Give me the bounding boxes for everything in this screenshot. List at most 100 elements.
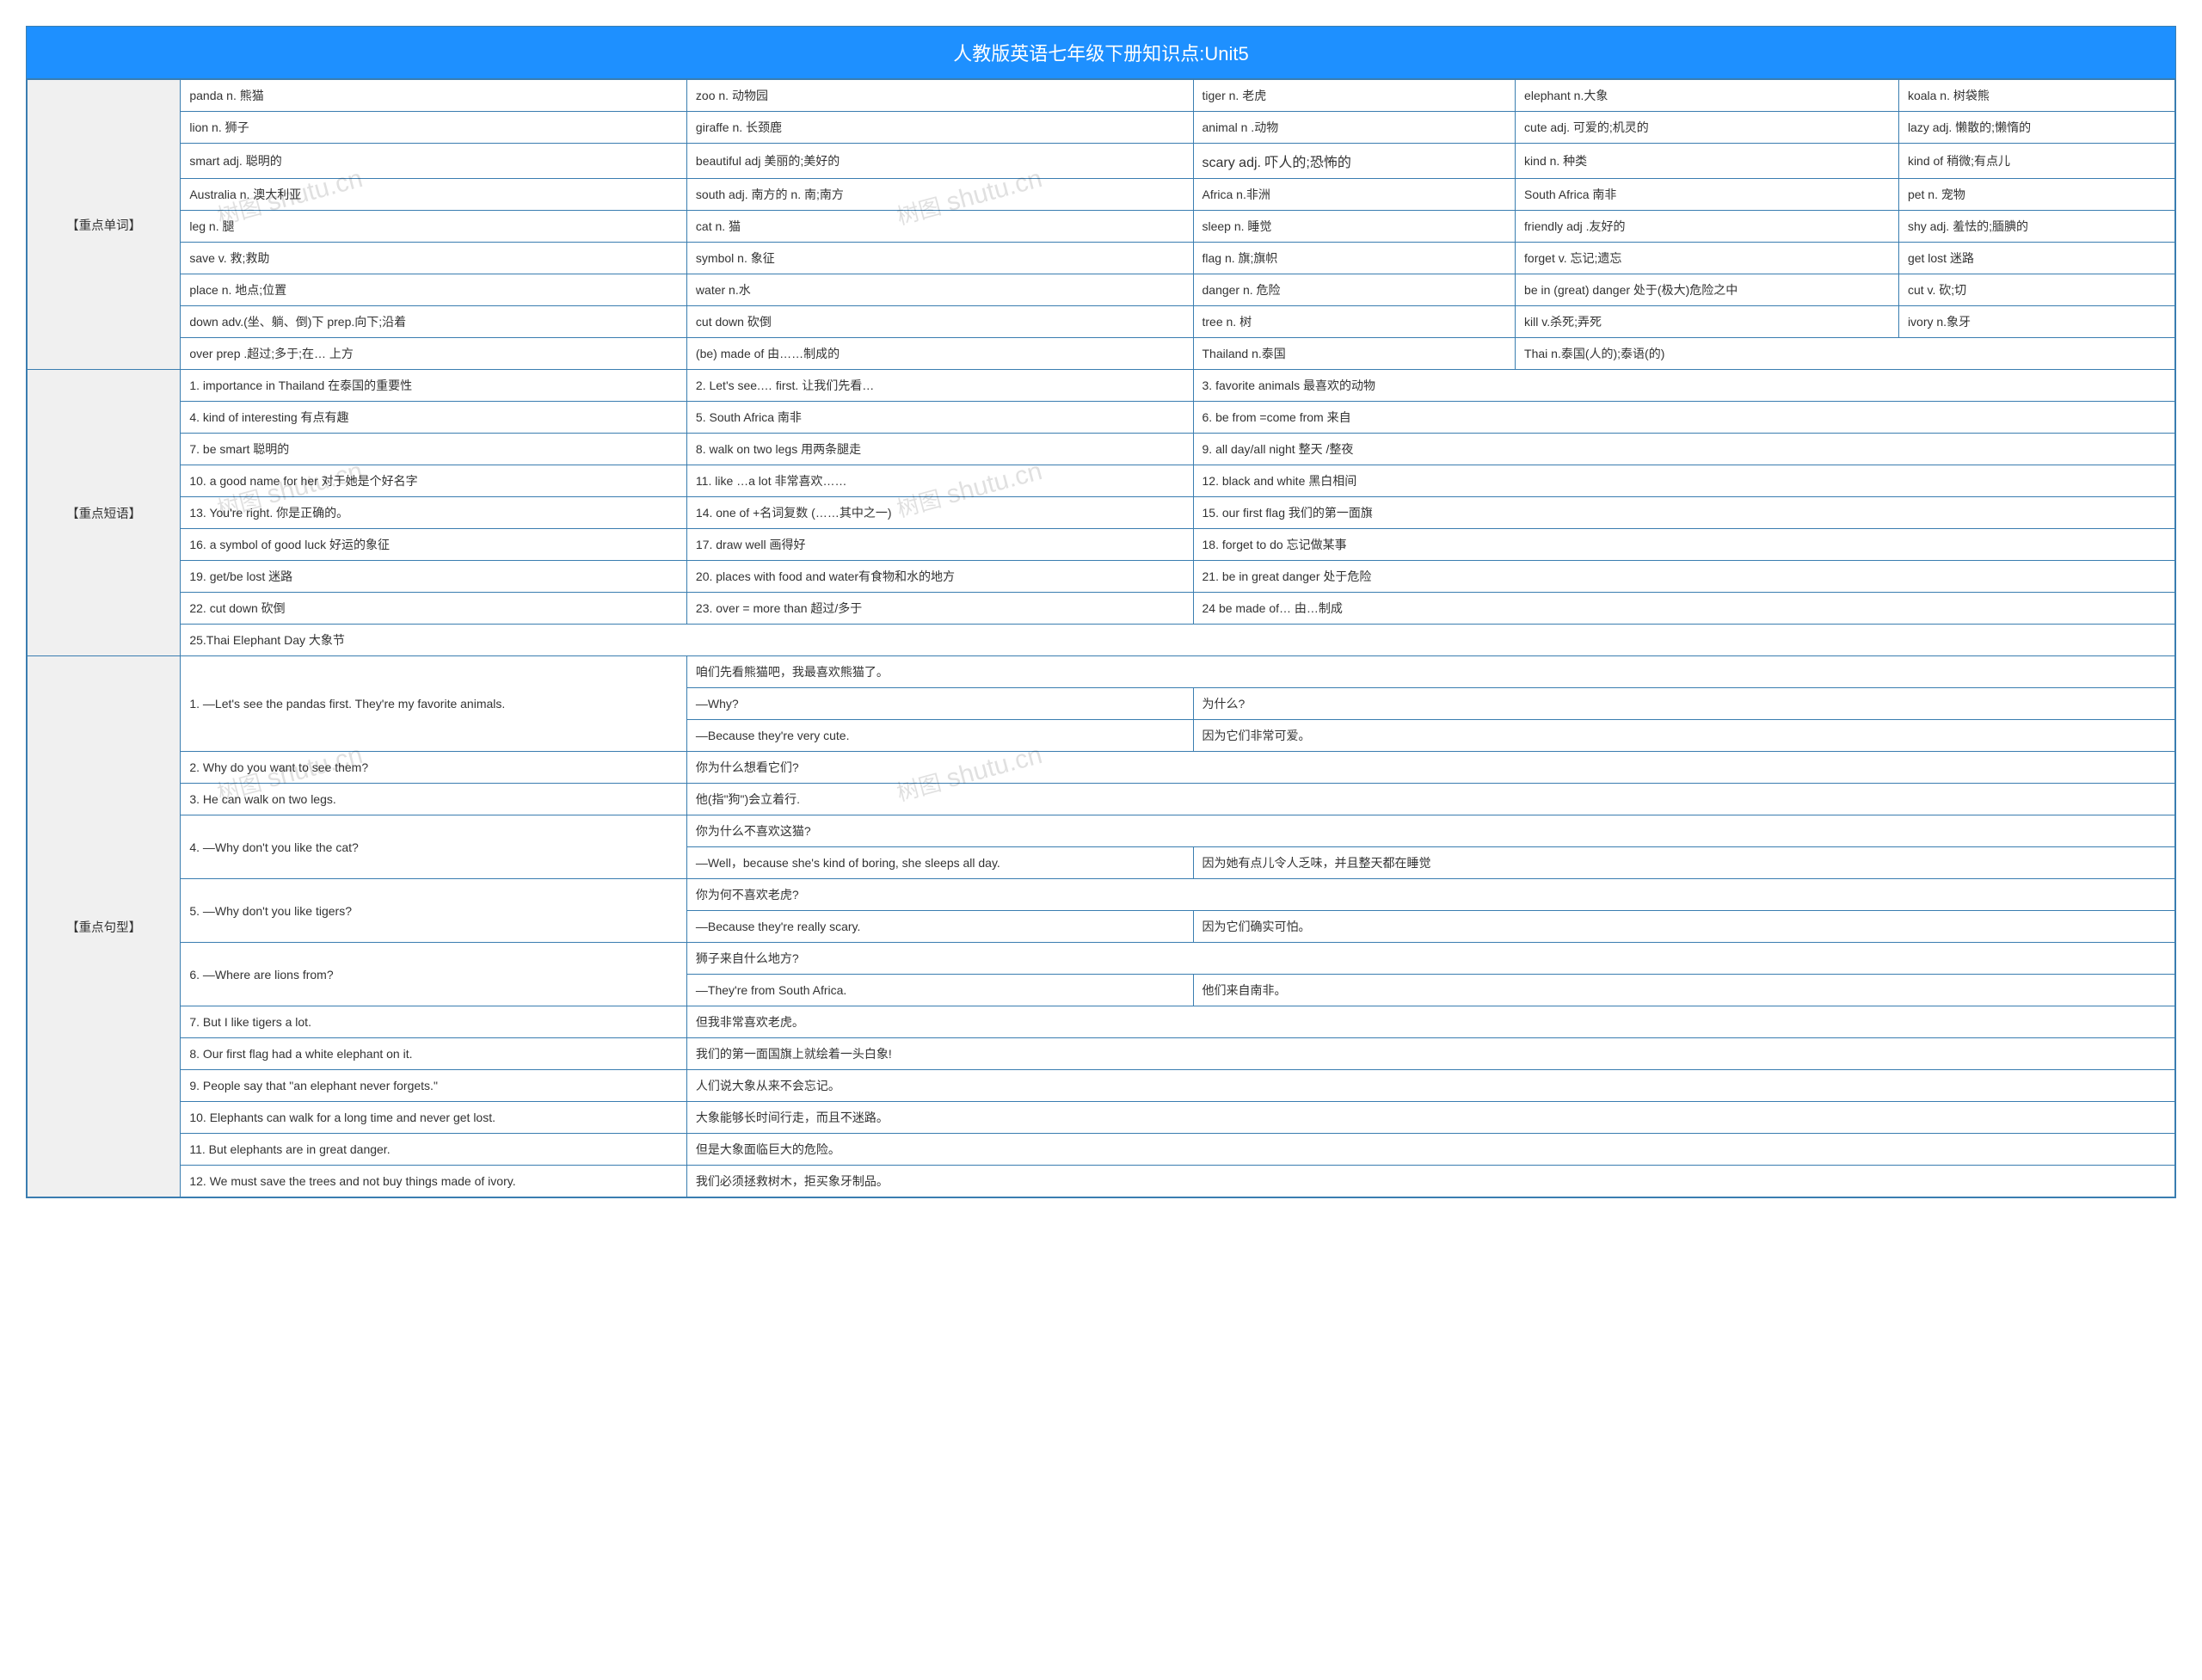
sentence-cn: 你为何不喜欢老虎? <box>686 879 2174 911</box>
table-cell: lazy adj. 懒散的;懒惰的 <box>1898 112 2174 144</box>
table-cell: 12. black and white 黑白相间 <box>1193 465 2175 497</box>
sentence-en: 6. —Where are lions from? <box>181 943 687 1006</box>
sentence-cn: 我们必须拯救树木，拒买象牙制品。 <box>686 1166 2174 1197</box>
table-cell: friendly adj .友好的 <box>1516 211 1899 243</box>
sentence-cn: 因为它们确实可怕。 <box>1193 911 2175 943</box>
table-cell: 20. places with food and water有食物和水的地方 <box>686 561 1193 593</box>
table-row: 19. get/be lost 迷路20. places with food a… <box>28 561 2175 593</box>
table-cell: cat n. 猫 <box>686 211 1193 243</box>
document-title: 人教版英语七年级下册知识点:Unit5 <box>27 27 2175 79</box>
table-row: 2. Why do you want to see them?你为什么想看它们? <box>28 752 2175 784</box>
table-row: 16. a symbol of good luck 好运的象征17. draw … <box>28 529 2175 561</box>
section-label-phrases: 【重点短语】 <box>28 370 181 656</box>
table-cell: 14. one of +名词复数 (……其中之一) <box>686 497 1193 529</box>
table-cell: 7. be smart 聪明的 <box>181 434 687 465</box>
table-cell: danger n. 危险 <box>1193 274 1516 306</box>
table-cell: tree n. 树 <box>1193 306 1516 338</box>
sentence-cn: 你为什么不喜欢这猫? <box>686 815 2174 847</box>
table-row: 9. People say that "an elephant never fo… <box>28 1070 2175 1102</box>
sentence-en: 11. But elephants are in great danger. <box>181 1134 687 1166</box>
sentence-en: 5. —Why don't you like tigers? <box>181 879 687 943</box>
table-row: lion n. 狮子giraffe n. 长颈鹿animal n .动物cute… <box>28 112 2175 144</box>
table-row: smart adj. 聪明的beautiful adj 美丽的;美好的scary… <box>28 144 2175 179</box>
table-cell: cut v. 砍;切 <box>1898 274 2174 306</box>
table-cell: save v. 救;救助 <box>181 243 687 274</box>
sentence-en: 3. He can walk on two legs. <box>181 784 687 815</box>
table-cell: kill v.杀死;弄死 <box>1516 306 1899 338</box>
sentence-sub: —They're from South Africa. <box>686 975 1193 1006</box>
section-label-sentences: 【重点句型】 <box>28 656 181 1197</box>
table-row: 11. But elephants are in great danger.但是… <box>28 1134 2175 1166</box>
table-cell: 17. draw well 画得好 <box>686 529 1193 561</box>
sentence-cn: 但我非常喜欢老虎。 <box>686 1006 2174 1038</box>
table-cell: zoo n. 动物园 <box>686 80 1193 112</box>
table-cell: 13. You're right. 你是正确的。 <box>181 497 687 529</box>
table-cell: 24 be made of… 由…制成 <box>1193 593 2175 625</box>
table-cell: (be) made of 由……制成的 <box>686 338 1193 370</box>
table-row: place n. 地点;位置water n.水danger n. 危险be in… <box>28 274 2175 306</box>
section-label-vocab: 【重点单词】 <box>28 80 181 370</box>
table-row: 10. a good name for her 对于她是个好名字11. like… <box>28 465 2175 497</box>
table-cell: panda n. 熊猫 <box>181 80 687 112</box>
table-row: 22. cut down 砍倒23. over = more than 超过/多… <box>28 593 2175 625</box>
table-row: 8. Our first flag had a white elephant o… <box>28 1038 2175 1070</box>
table-row: 13. You're right. 你是正确的。14. one of +名词复数… <box>28 497 2175 529</box>
table-row: 3. He can walk on two legs.他(指"狗")会立着行. <box>28 784 2175 815</box>
table-cell: symbol n. 象征 <box>686 243 1193 274</box>
table-row: 10. Elephants can walk for a long time a… <box>28 1102 2175 1134</box>
table-cell: smart adj. 聪明的 <box>181 144 687 179</box>
table-cell: 1. importance in Thailand 在泰国的重要性 <box>181 370 687 402</box>
table-cell: 3. favorite animals 最喜欢的动物 <box>1193 370 2175 402</box>
sentence-cn: 因为它们非常可爱。 <box>1193 720 2175 752</box>
main-table: 【重点单词】panda n. 熊猫zoo n. 动物园tiger n. 老虎el… <box>27 79 2175 1197</box>
table-cell: 23. over = more than 超过/多于 <box>686 593 1193 625</box>
table-row: save v. 救;救助symbol n. 象征flag n. 旗;旗帜forg… <box>28 243 2175 274</box>
table-cell: 18. forget to do 忘记做某事 <box>1193 529 2175 561</box>
sentence-cn: 你为什么想看它们? <box>686 752 2174 784</box>
table-cell: lion n. 狮子 <box>181 112 687 144</box>
table-cell: Thai n.泰国(人的);泰语(的) <box>1516 338 2175 370</box>
sentence-cn: 但是大象面临巨大的危险。 <box>686 1134 2174 1166</box>
sentence-sub: —Because they're really scary. <box>686 911 1193 943</box>
table-cell: water n.水 <box>686 274 1193 306</box>
sentence-sub: —Well，because she's kind of boring, she … <box>686 847 1193 879</box>
sentence-en: 1. —Let's see the pandas first. They're … <box>181 656 687 752</box>
table-row: over prep .超过;多于;在… 上方(be) made of 由……制成… <box>28 338 2175 370</box>
table-row: down adv.(坐、躺、倒)下 prep.向下;沿着cut down 砍倒t… <box>28 306 2175 338</box>
sentence-en: 10. Elephants can walk for a long time a… <box>181 1102 687 1134</box>
table-cell: tiger n. 老虎 <box>1193 80 1516 112</box>
sentence-cn: 他们来自南非。 <box>1193 975 2175 1006</box>
table-row: 5. —Why don't you like tigers?你为何不喜欢老虎? <box>28 879 2175 911</box>
table-cell: beautiful adj 美丽的;美好的 <box>686 144 1193 179</box>
table-cell: sleep n. 睡觉 <box>1193 211 1516 243</box>
table-row: 6. —Where are lions from?狮子来自什么地方? <box>28 943 2175 975</box>
table-cell: place n. 地点;位置 <box>181 274 687 306</box>
table-row: 4. kind of interesting 有点有趣5. South Afri… <box>28 402 2175 434</box>
table-cell: 16. a symbol of good luck 好运的象征 <box>181 529 687 561</box>
table-cell: 9. all day/all night 整天 /整夜 <box>1193 434 2175 465</box>
table-row: 12. We must save the trees and not buy t… <box>28 1166 2175 1197</box>
table-row: leg n. 腿cat n. 猫sleep n. 睡觉friendly adj … <box>28 211 2175 243</box>
sentence-cn: 狮子来自什么地方? <box>686 943 2174 975</box>
table-cell: flag n. 旗;旗帜 <box>1193 243 1516 274</box>
table-cell: cute adj. 可爱的;机灵的 <box>1516 112 1899 144</box>
table-row: 7. But I like tigers a lot.但我非常喜欢老虎。 <box>28 1006 2175 1038</box>
table-cell: 21. be in great danger 处于危险 <box>1193 561 2175 593</box>
table-cell: 10. a good name for her 对于她是个好名字 <box>181 465 687 497</box>
table-cell: 5. South Africa 南非 <box>686 402 1193 434</box>
table-cell: 6. be from =come from 来自 <box>1193 402 2175 434</box>
sentence-sub: —Why? <box>686 688 1193 720</box>
table-cell: Africa n.非洲 <box>1193 179 1516 211</box>
table-cell: pet n. 宠物 <box>1898 179 2174 211</box>
sentence-cn: 我们的第一面国旗上就绘着一头白象! <box>686 1038 2174 1070</box>
sentence-cn: 他(指"狗")会立着行. <box>686 784 2174 815</box>
table-cell: animal n .动物 <box>1193 112 1516 144</box>
sentence-cn: 大象能够长时间行走，而且不迷路。 <box>686 1102 2174 1134</box>
table-cell: Australia n. 澳大利亚 <box>181 179 687 211</box>
table-cell: kind n. 种类 <box>1516 144 1899 179</box>
table-cell: giraffe n. 长颈鹿 <box>686 112 1193 144</box>
table-cell: over prep .超过;多于;在… 上方 <box>181 338 687 370</box>
sentence-sub: —Because they're very cute. <box>686 720 1193 752</box>
table-cell: forget v. 忘记;遗忘 <box>1516 243 1899 274</box>
sentence-cn: 人们说大象从来不会忘记。 <box>686 1070 2174 1102</box>
